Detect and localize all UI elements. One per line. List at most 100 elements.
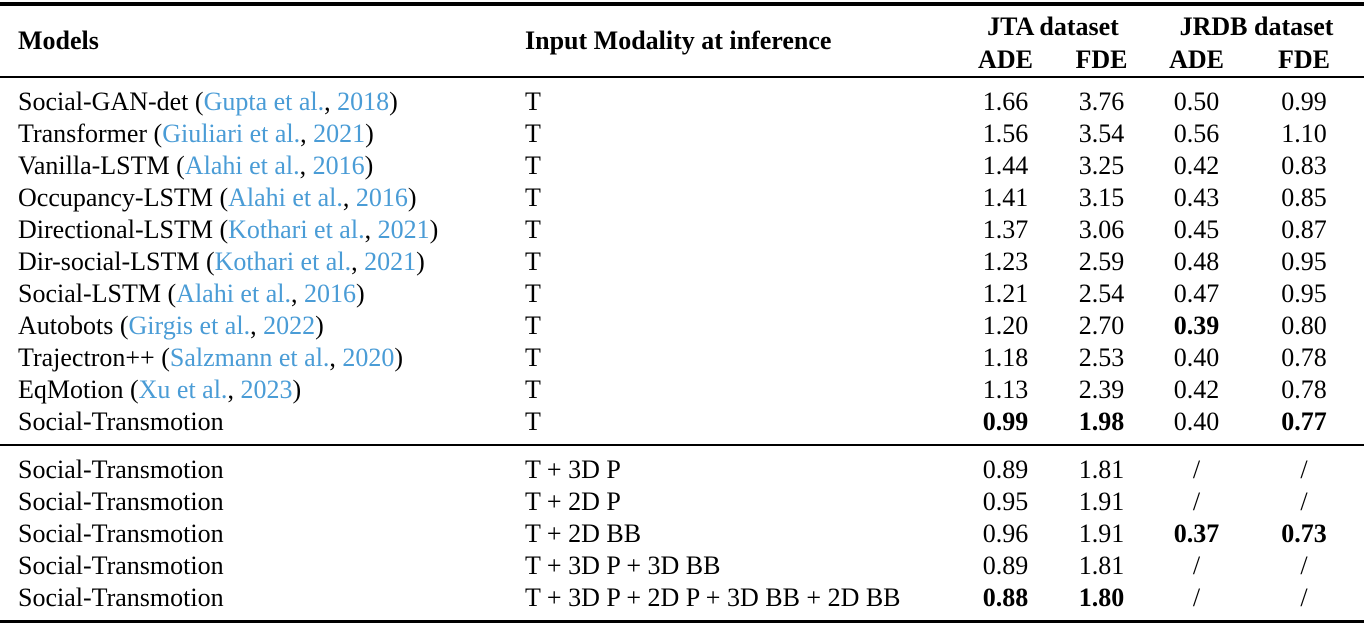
jta-fde-value: 2.39 <box>1078 375 1125 404</box>
table-row: Social-Transmotion (, )T + 3D P + 3D BB 0… <box>0 550 1364 582</box>
citation: (Alahi et al., 2016) <box>161 279 365 308</box>
column-header-models: Models <box>18 26 99 55</box>
jta-fde-value: 1.98 <box>1078 407 1125 436</box>
input-modality-cell: T <box>525 151 541 180</box>
citation-year-link[interactable]: 2016 <box>312 151 365 180</box>
table-row: EqMotion (Xu et al., 2023) T 1.13 2.39 0.42 0… <box>0 374 1364 406</box>
jta-ade-value: 0.89 <box>982 551 1029 580</box>
citation-authors-link[interactable]: Giuliari et al. <box>162 119 301 148</box>
model-name: Dir-social-LSTM <box>18 247 200 276</box>
table-row: Trajectron++ (Salzmann et al., 2020) T 1.1… <box>0 342 1364 374</box>
jta-ade-value: 1.20 <box>982 311 1029 340</box>
jta-ade-value: 0.88 <box>982 583 1029 612</box>
jrdb-fde-value: 0.73 <box>1281 519 1327 548</box>
jta-fde-value: 3.76 <box>1078 87 1125 116</box>
jrdb-fde-value: 1.10 <box>1281 119 1327 148</box>
jrdb-ade-value: 0.56 <box>1173 119 1220 148</box>
model-name: Social-LSTM <box>18 279 161 308</box>
jta-fde-value: 3.06 <box>1078 215 1125 244</box>
input-modality-cell: T <box>525 119 541 148</box>
citation-authors-link[interactable]: Girgis et al. <box>128 311 251 340</box>
model-name: Autobots <box>18 311 114 340</box>
jrdb-ade-value: 0.37 <box>1173 519 1220 548</box>
jta-ade-value: 1.44 <box>982 151 1029 180</box>
citation-authors-link[interactable]: Alahi et al. <box>184 151 300 180</box>
citation-year-link[interactable]: 2016 <box>355 183 408 212</box>
input-modality-cell: T + 3D P + 2D P + 3D BB + 2D BB <box>525 583 901 612</box>
citation-year-link[interactable]: 2023 <box>240 375 293 404</box>
model-name: Directional-LSTM <box>18 215 213 244</box>
model-name-cell: Social-Transmotion (, ) <box>0 518 525 550</box>
model-name-cell: Social-GAN-det (Gupta et al., 2018) <box>0 77 525 118</box>
jrdb-ade-value: 0.40 <box>1173 407 1220 436</box>
model-name-cell: Social-Transmotion (, ) <box>0 582 525 622</box>
citation: (Salzmann et al., 2020) <box>154 343 404 372</box>
citation-year-link[interactable]: 2021 <box>377 215 430 244</box>
jrdb-fde-value: 0.95 <box>1281 247 1327 276</box>
model-name: EqMotion <box>18 375 124 404</box>
model-name: Social-GAN-det <box>18 87 189 116</box>
jta-fde-value: 1.91 <box>1078 487 1125 516</box>
table-row: Social-GAN-det (Gupta et al., 2018) T 1.66… <box>0 77 1364 118</box>
jta-ade-value: 0.99 <box>982 407 1029 436</box>
jta-ade-value: 0.89 <box>982 455 1029 484</box>
input-modality-cell: T + 2D BB <box>525 519 642 548</box>
jrdb-ade-value: / <box>1192 551 1201 580</box>
jrdb-fde-value: 0.85 <box>1281 183 1327 212</box>
jrdb-ade-value: 0.50 <box>1173 87 1220 116</box>
model-name: Occupancy-LSTM <box>18 183 213 212</box>
column-header-jrdb-fde: FDE <box>1278 45 1331 74</box>
citation-year-link[interactable]: 2016 <box>303 279 356 308</box>
model-name-cell: Transformer (Giuliari et al., 2021) <box>0 118 525 150</box>
input-modality-cell: T <box>525 407 541 436</box>
citation: (Kothari et al., 2021) <box>199 247 425 276</box>
jrdb-ade-value: 0.45 <box>1173 215 1220 244</box>
citation: (Giuliari et al., 2021) <box>147 119 374 148</box>
table-row: Autobots (Girgis et al., 2022) T 1.20 2.70 0… <box>0 310 1364 342</box>
jrdb-fde-value: 0.78 <box>1281 343 1327 372</box>
jrdb-fde-value: / <box>1300 551 1308 580</box>
jrdb-ade-value: 0.48 <box>1173 247 1220 276</box>
model-name-cell: Social-Transmotion (, ) <box>0 486 525 518</box>
citation-year-link[interactable]: 2018 <box>337 87 390 116</box>
citation-authors-link[interactable]: Xu et al. <box>138 375 228 404</box>
model-name: Trajectron++ <box>18 343 155 372</box>
column-header-jta-ade: ADE <box>978 45 1033 74</box>
input-modality-cell: T <box>525 87 541 116</box>
jrdb-ade-value: / <box>1192 583 1201 612</box>
jrdb-ade-value: 0.42 <box>1173 151 1220 180</box>
model-name: Social-Transmotion <box>18 487 224 516</box>
citation-authors-link[interactable]: Alahi et al. <box>228 183 343 212</box>
model-name: Social-Transmotion <box>18 455 224 484</box>
model-name: Social-Transmotion <box>18 519 224 548</box>
column-group-jta-dataset: JTA dataset <box>987 12 1119 41</box>
column-header-jrdb-ade: ADE <box>1169 45 1224 74</box>
input-modality-cell: T <box>525 343 541 372</box>
citation-year-link[interactable]: 2021 <box>364 247 417 276</box>
jta-fde-value: 2.59 <box>1078 247 1125 276</box>
jrdb-ade-value: / <box>1192 455 1201 484</box>
jta-fde-value: 1.81 <box>1078 551 1125 580</box>
citation-authors-link[interactable]: Alahi et al. <box>176 279 291 308</box>
citation-year-link[interactable]: 2021 <box>313 119 366 148</box>
citation-year-link[interactable]: 2022 <box>263 311 316 340</box>
input-modality-cell: T <box>525 375 541 404</box>
jrdb-fde-value: / <box>1300 455 1308 484</box>
jta-fde-value: 2.70 <box>1078 311 1125 340</box>
model-name-cell: Vanilla-LSTM (Alahi et al., 2016) <box>0 150 525 182</box>
model-name: Vanilla-LSTM <box>18 151 170 180</box>
citation-authors-link[interactable]: Salzmann et al. <box>169 343 330 372</box>
model-name-cell: Social-LSTM (Alahi et al., 2016) <box>0 278 525 310</box>
jta-fde-value: 3.54 <box>1078 119 1125 148</box>
header-row-metrics: ADE FDE ADE FDE <box>0 44 1364 77</box>
citation-year-link[interactable]: 2020 <box>342 343 395 372</box>
model-name-cell: Dir-social-LSTM (Kothari et al., 2021) <box>0 246 525 278</box>
citation-authors-link[interactable]: Kothari et al. <box>214 247 352 276</box>
citation-authors-link[interactable]: Gupta et al. <box>203 87 325 116</box>
input-modality-cell: T + 2D P <box>525 487 621 516</box>
jta-ade-value: 1.18 <box>982 343 1029 372</box>
model-name-cell: Autobots (Girgis et al., 2022) <box>0 310 525 342</box>
citation-authors-link[interactable]: Kothari et al. <box>228 215 365 244</box>
model-name: Social-Transmotion <box>18 551 224 580</box>
